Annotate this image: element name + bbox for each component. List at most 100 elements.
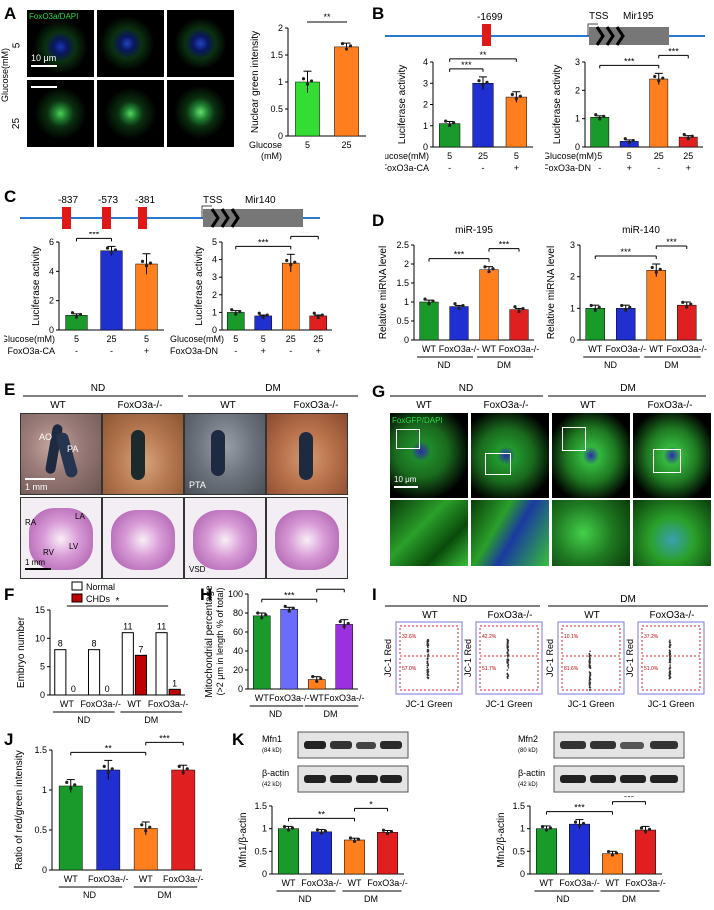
data-point <box>639 826 644 830</box>
event-dot <box>669 639 671 641</box>
col-wt: WT <box>220 400 236 411</box>
x-tick-label: FoxO3a-/- <box>324 693 365 703</box>
panel-label-e: E <box>4 380 16 399</box>
blot-label: Mfn2 <box>518 734 538 744</box>
y-axis-label: Ratio of red/green intensity <box>14 750 25 870</box>
y-tick-label: 1.5 <box>270 50 283 60</box>
group-label: ND <box>557 894 570 904</box>
event-dot <box>506 654 509 657</box>
sig-label: ** <box>105 743 113 753</box>
scale-label-e1: 1 mm <box>25 482 48 492</box>
event-dot <box>589 686 592 689</box>
y-axis-label: JC-1 Red <box>383 639 393 677</box>
col-label: WT <box>422 610 438 621</box>
data-point <box>510 92 514 97</box>
event-dot <box>507 659 510 662</box>
bar <box>677 304 697 341</box>
data-point <box>320 313 324 317</box>
x-axis-label: JC-1 Green <box>406 699 453 709</box>
event-dot <box>427 640 430 643</box>
data-point <box>689 302 693 306</box>
gate-percent: 51.7% <box>482 666 497 672</box>
data-point <box>257 311 261 315</box>
y-tick-label: 3 <box>570 240 575 250</box>
x-tick-label: + <box>261 346 266 356</box>
bar <box>635 829 656 875</box>
chart-title: miR-195 <box>455 225 493 236</box>
bar-normal <box>155 632 168 696</box>
panel-label-f: F <box>4 585 15 604</box>
y-tick-label: 0 <box>278 131 283 141</box>
x-tick-label: WT <box>139 874 153 884</box>
bar <box>278 828 299 875</box>
event-dot <box>589 681 591 683</box>
chart-d1: 0 0.5 1 1.5 2 2.5 Relative miRNA level miR-195 *… <box>378 225 539 370</box>
sig-label: * <box>116 596 120 607</box>
sig-label: *** <box>454 250 465 260</box>
event-dot <box>426 649 429 651</box>
x-tick-label: + <box>144 346 149 356</box>
bar <box>281 262 300 331</box>
chart-f: 0 5 10 15 Embryo number Normal CHDs 8 0 WT 8 0 FoxO3… <box>16 581 189 725</box>
site-label: -573 <box>98 195 118 206</box>
bar <box>602 853 623 875</box>
x-tick-label: WT <box>422 344 436 354</box>
y-tick-label: 0 <box>42 865 47 875</box>
cond-nd: ND <box>91 383 105 394</box>
event-dot <box>669 664 671 666</box>
bar <box>280 608 299 690</box>
data-label: 8 <box>92 639 97 649</box>
y-axis-label: Relative miRNA level <box>546 246 557 339</box>
x-tick-label: WT <box>64 874 78 884</box>
x-tick-label: 5 <box>233 334 238 344</box>
data-point <box>597 305 601 309</box>
micrograph-a-25-1 <box>27 80 94 147</box>
col-label: FoxO3a-/- <box>487 610 532 621</box>
event-dot <box>426 666 429 669</box>
promoter-diagram-b: -1699 TSS Mir195 <box>385 11 705 46</box>
data-point <box>650 265 654 270</box>
x-tick-label: FoxO3a-/- <box>148 699 189 709</box>
data-point <box>452 121 456 125</box>
data-point <box>69 786 73 790</box>
data-point <box>144 264 149 268</box>
data-point <box>686 137 690 141</box>
data-point <box>654 270 658 274</box>
data-point <box>657 79 661 83</box>
ra-label: RA <box>25 518 37 527</box>
bar-chds <box>134 654 148 696</box>
cond-dm: DM <box>620 594 636 605</box>
y-tick-label: 0 <box>520 869 525 879</box>
bar <box>479 269 499 341</box>
binding-site <box>138 207 147 229</box>
row-label: FoxO3a-CA <box>7 346 55 356</box>
y-tick-label: 0 <box>570 335 575 345</box>
data-point <box>614 851 619 855</box>
x-tick-label: + <box>514 163 519 173</box>
mito-image-dm-ko <box>633 413 711 498</box>
event-dot <box>669 660 671 662</box>
event-dot <box>588 684 591 686</box>
x-tick-label: - <box>234 346 237 356</box>
group-label: ND <box>604 360 617 370</box>
y-tick-label: 0 <box>423 142 428 152</box>
western-blot-mfn1: Mfn1 (84 kD) β-actin (42 kD) <box>262 731 409 793</box>
x-tick-label: FoxO3a-/- <box>80 699 121 709</box>
bar <box>616 308 636 341</box>
x-tick-label: FoxO3a-/- <box>439 344 480 354</box>
bar <box>335 624 354 690</box>
y-axis-label: Embryo number <box>16 616 27 688</box>
x-tick-label: 25 <box>683 151 693 161</box>
y-tick-label: 0 <box>40 690 45 700</box>
bar <box>536 828 557 875</box>
data-point <box>282 825 287 829</box>
data-point <box>260 616 264 620</box>
y-axis-label: Nuclear green intensity <box>250 31 261 133</box>
data-point <box>643 829 648 833</box>
mito-zoom-nd-wt <box>390 500 468 566</box>
data-point <box>389 830 394 834</box>
x-tick-label: 25 <box>313 334 323 344</box>
row-label: Glucose(mM) <box>170 334 224 344</box>
